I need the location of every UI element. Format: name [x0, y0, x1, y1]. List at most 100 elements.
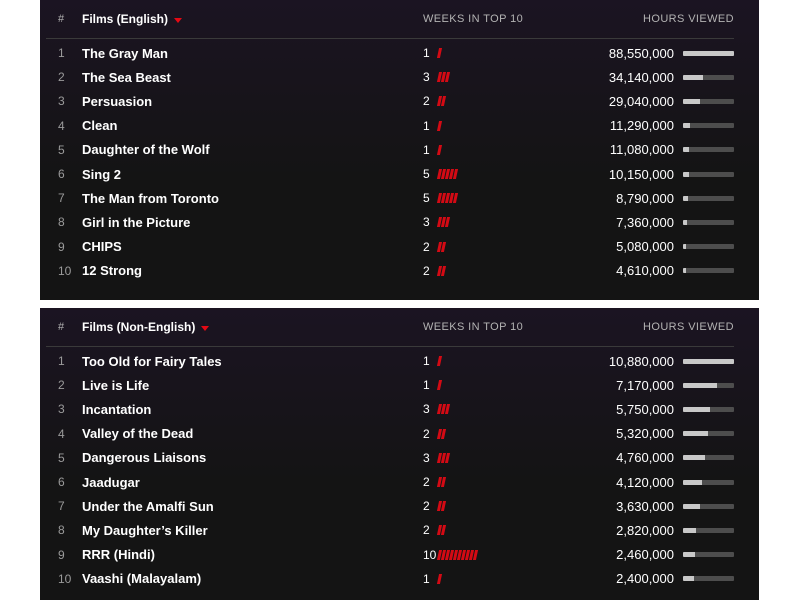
table-row[interactable]: 7 Under the Amalfi Sun 2 3,630,000 [46, 494, 734, 518]
rank-cell: 8 [58, 523, 65, 538]
weeks-value: 1 [423, 354, 430, 369]
hours-cell: 5,080,000 [543, 239, 734, 254]
weeks-bars [436, 573, 443, 584]
table-row[interactable]: 8 My Daughter’s Killer 2 2,820,000 [46, 518, 734, 542]
hours-cell: 4,610,000 [543, 263, 734, 278]
hours-value: 5,080,000 [616, 239, 674, 255]
week-bar [444, 217, 451, 228]
weeks-bars [436, 549, 479, 560]
rank-cell: 6 [58, 167, 65, 182]
table-row[interactable]: 5 Dangerous Liaisons 3 4,760,000 [46, 446, 734, 470]
title-cell[interactable]: Under the Amalfi Sun [82, 498, 214, 514]
week-bar [472, 549, 479, 560]
hours-bar-fill [683, 268, 686, 274]
weeks-cell: 10 [423, 548, 543, 562]
title-cell[interactable]: Valley of the Dead [82, 426, 194, 442]
week-bar [440, 525, 447, 536]
hours-value: 4,120,000 [616, 474, 674, 490]
hours-value: 11,080,000 [609, 142, 674, 158]
week-bar [440, 241, 447, 252]
table-header: # Films (Non-English) WEEKS IN TOP 10 HO… [46, 308, 734, 347]
hours-cell: 2,460,000 [543, 547, 734, 562]
table-row[interactable]: 10 12 Strong 2 4,610,000 [46, 259, 734, 283]
weeks-bars [436, 193, 459, 204]
title-cell[interactable]: My Daughter’s Killer [82, 522, 208, 538]
table-row[interactable]: 9 CHIPS 2 5,080,000 [46, 235, 734, 259]
table-row[interactable]: 4 Clean 1 11,290,000 [46, 114, 734, 138]
week-bar [444, 72, 451, 83]
title-cell[interactable]: CHIPS [82, 239, 122, 255]
rank-cell: 3 [58, 402, 65, 417]
title-cell[interactable]: Girl in the Picture [82, 214, 191, 230]
weeks-cell: 3 [423, 215, 543, 229]
title-cell[interactable]: Too Old for Fairy Tales [82, 353, 222, 369]
title-cell[interactable]: Clean [82, 118, 118, 134]
title-cell[interactable]: Sing 2 [82, 166, 122, 182]
hours-bar-track [683, 244, 734, 250]
title-cell[interactable]: The Sea Beast [82, 69, 171, 85]
table-row[interactable]: 4 Valley of the Dead 2 5,320,000 [46, 422, 734, 446]
rank-cell: 9 [58, 547, 65, 562]
hours-bar-fill [683, 455, 706, 461]
title-cell[interactable]: Vaashi (Malayalam) [82, 571, 202, 587]
hours-bar-track [683, 123, 734, 129]
hours-value: 88,550,000 [608, 45, 674, 61]
table-row[interactable]: 9 RRR (Hindi) 10 2,460,000 [46, 543, 734, 567]
table-row[interactable]: 1 Too Old for Fairy Tales 1 10,880,000 [46, 349, 734, 373]
hours-value: 4,760,000 [616, 450, 674, 466]
table-row[interactable]: 3 Incantation 3 5,750,000 [46, 397, 734, 421]
table-row[interactable]: 2 Live is Life 1 7,170,000 [46, 373, 734, 397]
title-cell[interactable]: The Gray Man [82, 45, 168, 61]
hours-bar-track [683, 527, 734, 533]
rank-cell: 1 [58, 354, 65, 369]
hours-bar-track [683, 382, 734, 388]
table-body: 1 Too Old for Fairy Tales 1 10,880,000 2 Live… [46, 347, 734, 591]
weeks-column-header: WEEKS IN TOP 10 [423, 321, 524, 333]
hours-cell: 88,550,000 [543, 46, 734, 61]
title-cell[interactable]: Jaadugar [82, 474, 140, 490]
weeks-value: 2 [423, 426, 430, 441]
chevron-down-icon[interactable] [201, 325, 210, 331]
hours-value: 2,460,000 [616, 547, 674, 563]
chevron-down-icon[interactable] [174, 17, 183, 23]
title-cell[interactable]: RRR (Hindi) [82, 547, 155, 563]
table-row[interactable]: 1 The Gray Man 1 88,550,000 [46, 41, 734, 65]
table-row[interactable]: 2 The Sea Beast 3 34,140,000 [46, 65, 734, 89]
table-row[interactable]: 7 The Man from Toronto 5 8,790,000 [46, 186, 734, 210]
title-cell[interactable]: Persuasion [82, 93, 153, 109]
title-cell[interactable]: The Man from Toronto [82, 190, 219, 206]
title-cell[interactable]: Daughter of the Wolf [82, 142, 210, 158]
weeks-bars [436, 356, 443, 367]
weeks-cell: 2 [423, 264, 543, 278]
category-dropdown[interactable]: Films (English) [82, 12, 423, 26]
rank-cell: 4 [58, 118, 65, 133]
table-row[interactable]: 10 Vaashi (Malayalam) 1 2,400,000 [46, 567, 734, 591]
weeks-value: 3 [423, 450, 430, 465]
title-cell[interactable]: Live is Life [82, 377, 150, 393]
hours-cell: 7,170,000 [543, 378, 734, 393]
films-english-table: # Films (English) WEEKS IN TOP 10 HOURS … [40, 0, 759, 300]
table-row[interactable]: 5 Daughter of the Wolf 1 11,080,000 [46, 138, 734, 162]
weeks-value: 1 [423, 142, 430, 157]
rank-cell: 4 [58, 426, 65, 441]
weeks-value: 3 [423, 402, 430, 417]
hours-bar-fill [683, 195, 689, 201]
title-cell[interactable]: Dangerous Liaisons [82, 450, 207, 466]
category-dropdown[interactable]: Films (Non-English) [82, 320, 423, 334]
weeks-value: 5 [423, 167, 430, 182]
hours-value: 3,630,000 [616, 498, 674, 514]
weeks-value: 5 [423, 191, 430, 206]
hours-bar-fill [683, 244, 686, 250]
title-cell[interactable]: 12 Strong [82, 263, 142, 279]
table-row[interactable]: 3 Persuasion 2 29,040,000 [46, 89, 734, 113]
table-row[interactable]: 6 Jaadugar 2 4,120,000 [46, 470, 734, 494]
table-row[interactable]: 8 Girl in the Picture 3 7,360,000 [46, 210, 734, 234]
title-cell[interactable]: Incantation [82, 401, 152, 417]
hours-cell: 10,150,000 [543, 167, 734, 182]
table-row[interactable]: 6 Sing 2 5 10,150,000 [46, 162, 734, 186]
weeks-value: 1 [423, 46, 430, 61]
hours-value: 7,170,000 [616, 377, 674, 393]
hours-bar-track [683, 431, 734, 437]
week-bar [452, 193, 459, 204]
hours-cell: 34,140,000 [543, 70, 734, 85]
